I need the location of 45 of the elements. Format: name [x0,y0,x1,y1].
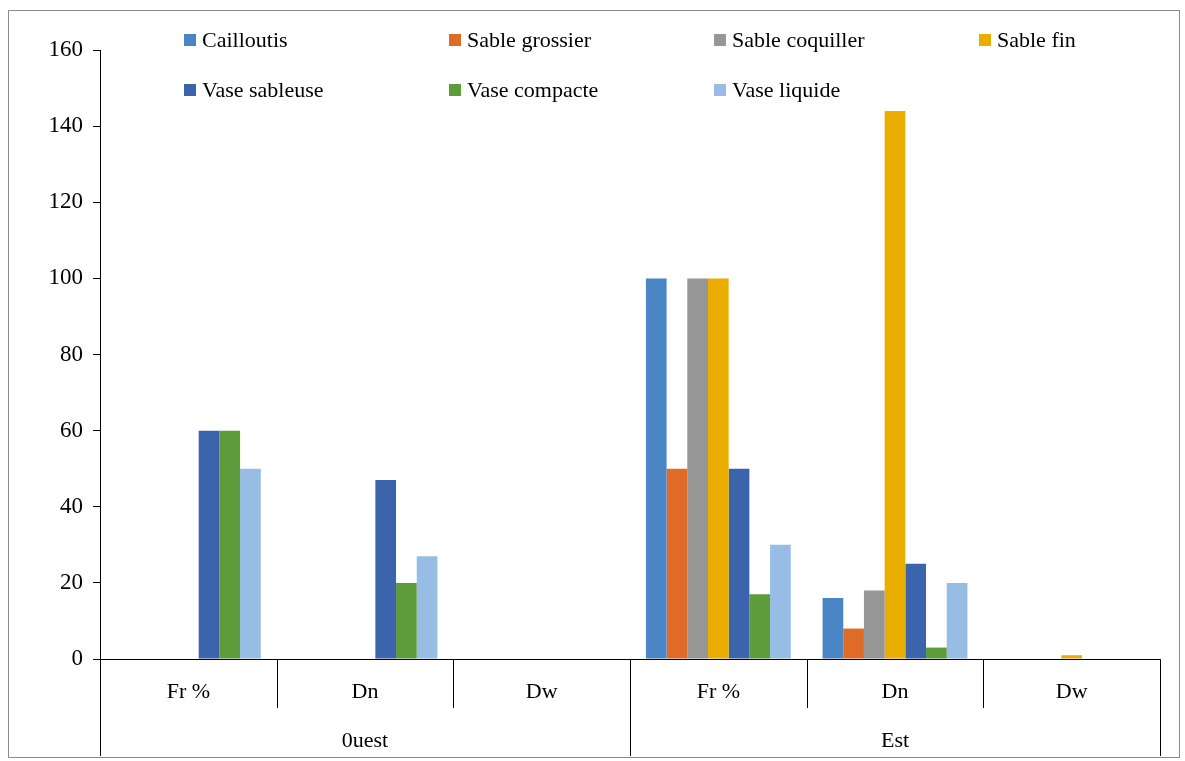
bar [905,563,927,659]
bar [645,278,667,659]
text: Est [880,726,910,752]
bar [946,582,968,659]
text: 0uest [341,726,389,752]
bar [770,544,791,659]
y-tick-label: 140 [48,112,83,138]
bar [666,468,688,659]
bar [396,582,417,659]
x-tick-label: Fr % [696,677,741,703]
legend-label: Vase liquide [732,77,841,103]
bar [884,110,906,659]
x-tick-label: Dn [881,677,909,703]
x-tick-label: Fr % [166,677,211,703]
bar [375,480,397,659]
bar [240,468,261,659]
bar [1061,655,1083,659]
y-tick-label: 120 [48,188,83,214]
y-tick-label: 160 [48,36,83,62]
legend-label: Sable fin [997,27,1076,53]
bar [749,594,771,659]
legend-label: Sable grossier [467,27,592,53]
bar [863,590,885,659]
y-tick-label: 40 [60,492,83,518]
y-tick-label: 20 [60,568,83,594]
x-tick-label: Dn [351,677,379,703]
legend-label: Vase compacte [467,77,599,103]
y-tick-label: 100 [48,264,83,290]
bar [219,430,241,659]
bar [926,647,947,659]
legend-label: Sable coquiller [732,27,865,53]
y-tick-label: 0 [71,645,83,671]
bar [728,468,750,659]
bar [198,430,220,659]
x-tick-label: Dw [1055,677,1088,703]
x-tick-label: Dw [525,677,558,703]
legend-label: Cailloutis [202,27,288,53]
bar [707,278,729,659]
y-tick-label: 60 [60,416,83,442]
bar [687,278,708,659]
y-tick-label: 80 [60,340,83,366]
bar [843,628,864,659]
legend-label: Vase sableuse [202,77,324,103]
bar [822,598,844,659]
bar [416,556,438,659]
